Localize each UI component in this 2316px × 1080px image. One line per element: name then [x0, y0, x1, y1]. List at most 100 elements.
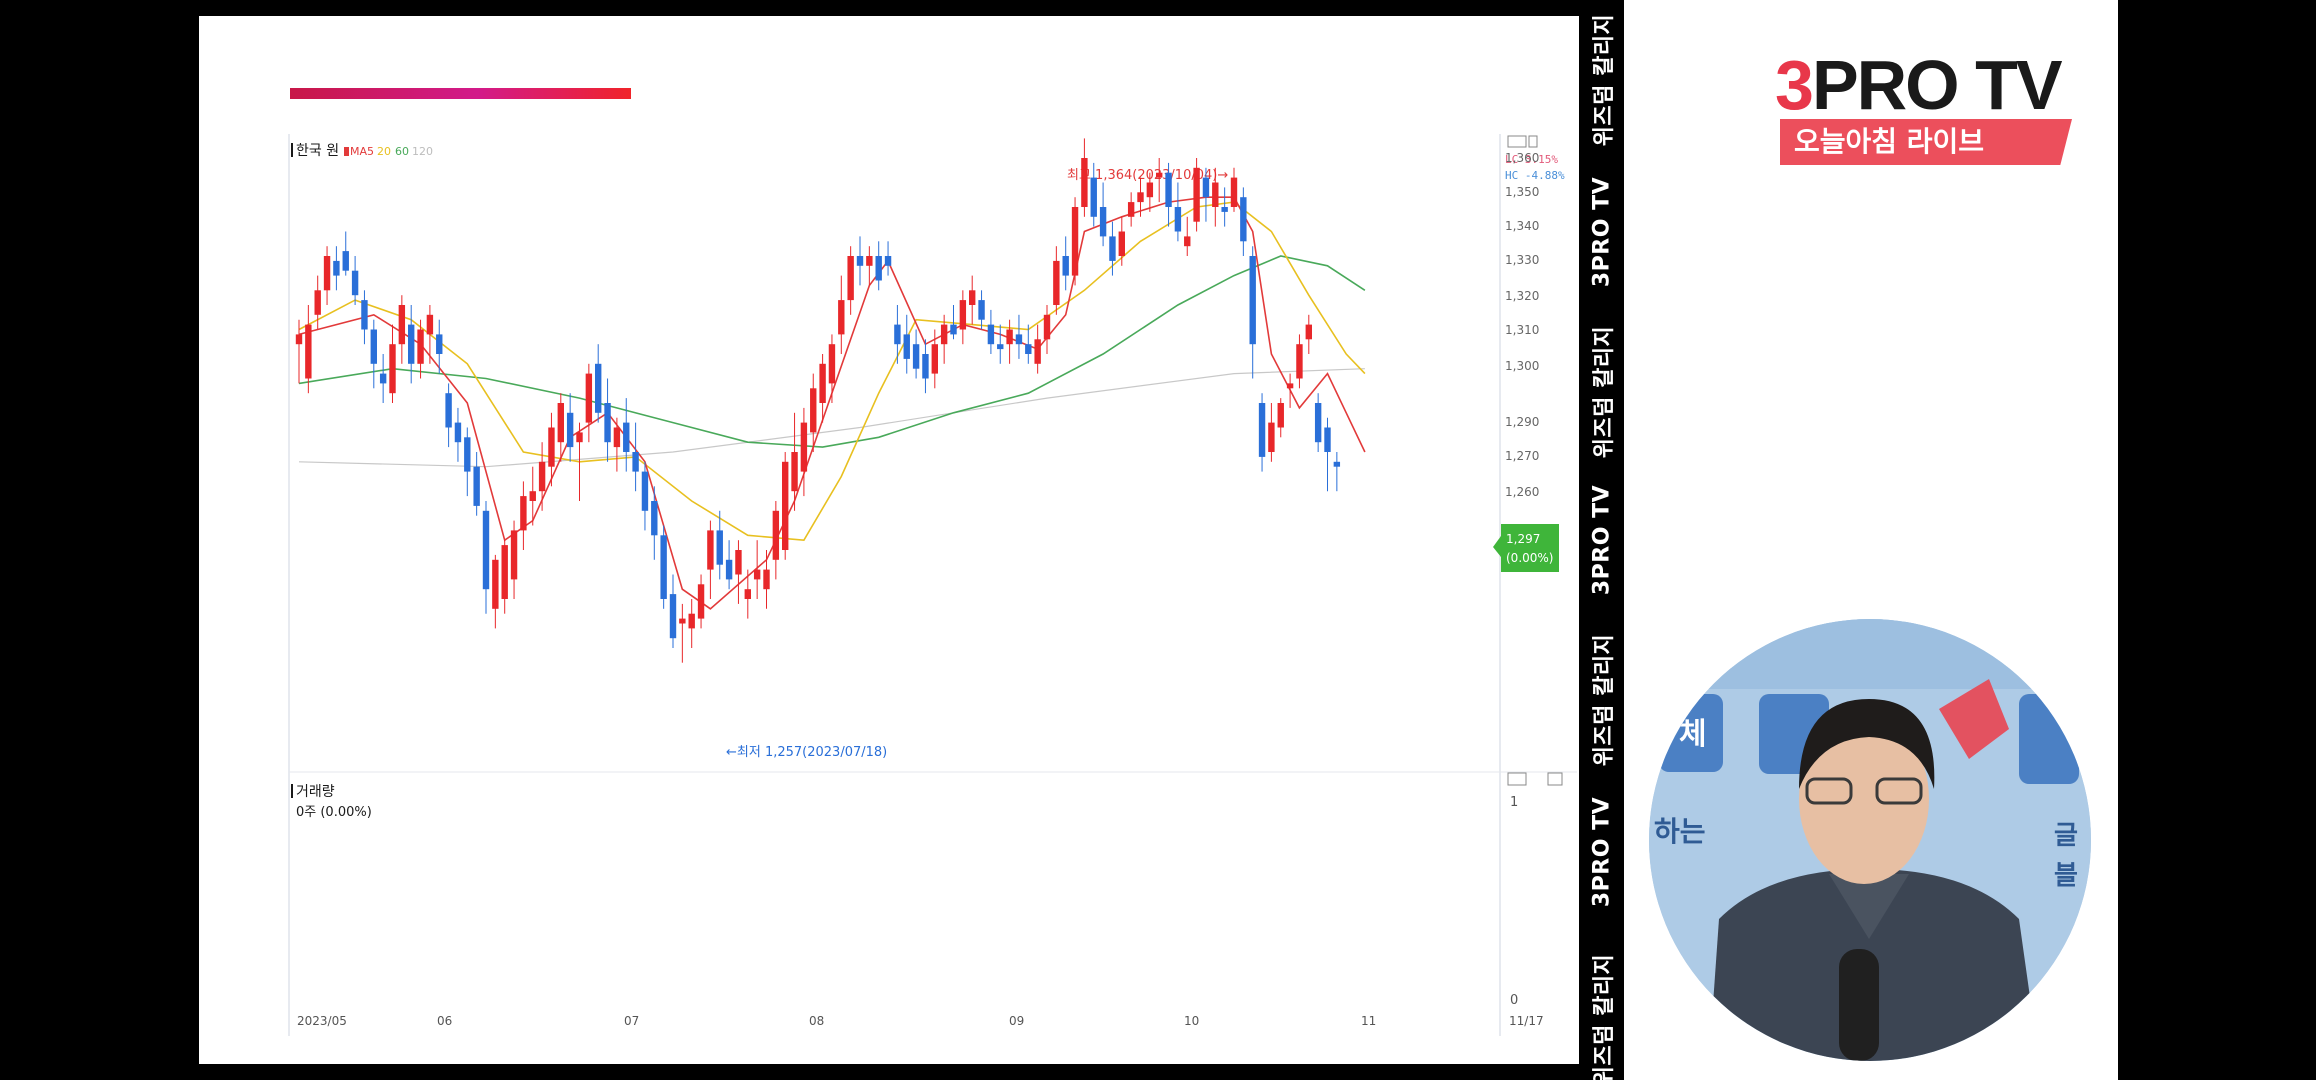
side-strip-label: 3PRO TV	[1589, 176, 1615, 288]
candle	[679, 603, 686, 663]
ma-5-label: 5	[367, 145, 374, 158]
backdrop-text-3: 글	[2054, 821, 2078, 851]
candle	[1062, 236, 1069, 291]
logo-three: 3	[1775, 46, 1814, 124]
candle-body	[903, 334, 910, 359]
chart-expand-icon[interactable]	[1528, 135, 1538, 148]
candle-body	[632, 452, 639, 472]
y-tick-label: 1,320	[1505, 289, 1539, 303]
candle	[1165, 162, 1172, 227]
host-collar	[1829, 874, 1909, 939]
candle-body	[866, 256, 873, 266]
candle	[295, 319, 303, 384]
candle	[660, 525, 667, 609]
x-tick-label: 11/17	[1509, 1014, 1544, 1028]
candle-body	[604, 403, 611, 443]
candle-body	[1053, 260, 1060, 305]
candle	[1314, 393, 1322, 452]
candle-body	[828, 344, 836, 384]
candle-body	[912, 344, 920, 369]
side-strip-label: 위즈덤 칼리지	[1592, 953, 1617, 1080]
high-annotation: 최고 1,364(2023/10/04)→	[1067, 168, 1228, 183]
candle-body	[716, 530, 723, 565]
candle-body	[445, 393, 452, 428]
candle	[342, 231, 349, 276]
candle	[940, 314, 948, 364]
accent-bar	[290, 88, 631, 99]
candle-body	[1034, 339, 1041, 364]
candle	[1268, 403, 1275, 462]
candle-body	[510, 530, 518, 580]
candle-body	[1127, 202, 1135, 217]
candle-body	[847, 256, 854, 301]
candle	[333, 246, 340, 291]
candle	[520, 481, 527, 550]
logo-text: PRO TV	[1811, 46, 2063, 124]
ma-label: MA	[350, 145, 367, 158]
candle	[538, 442, 546, 511]
candle	[819, 354, 826, 423]
candle	[866, 246, 873, 286]
candle	[1109, 221, 1116, 276]
chart-settings-icon[interactable]	[1507, 135, 1527, 148]
candle	[323, 246, 331, 305]
candle-body	[1006, 329, 1013, 345]
candle	[1015, 314, 1023, 359]
lc-label: LC 3.15%	[1505, 153, 1558, 166]
candle-body	[548, 427, 555, 467]
candle	[912, 329, 920, 379]
candle-body	[520, 496, 527, 531]
candle-body	[1071, 207, 1079, 276]
candle-body	[1324, 427, 1331, 452]
volume-value: 0주 (0.00%)	[296, 805, 372, 820]
candle-body	[1277, 403, 1284, 428]
candle	[417, 319, 424, 379]
candle	[959, 290, 967, 345]
candle-body	[1305, 324, 1312, 340]
y-tick-label: 1,360	[1505, 151, 1539, 165]
candle	[735, 540, 742, 604]
current-price: 1,297	[1506, 532, 1540, 546]
candle-body	[884, 256, 892, 266]
candle-body	[856, 256, 864, 266]
current-price-tag	[1501, 524, 1559, 572]
backdrop-text-4: 블	[2054, 861, 2078, 891]
candle-body	[333, 260, 340, 276]
candle	[753, 540, 761, 599]
candle	[1146, 172, 1154, 212]
y-tick-label: 1,330	[1505, 253, 1539, 267]
volume-close-icon[interactable]	[1547, 772, 1563, 786]
candle	[782, 452, 789, 560]
candle-body	[398, 305, 406, 345]
candle	[1212, 167, 1219, 227]
volume-settings-icon[interactable]	[1507, 772, 1527, 786]
candle	[585, 363, 593, 443]
candle	[1043, 305, 1051, 354]
price-chart: 한국 원 MA 5 20 60 120 LC 3.15% HC -4.88% 1…	[288, 134, 1577, 1036]
candle	[1053, 246, 1060, 315]
ma-5-line	[298, 196, 1366, 610]
candle	[875, 241, 882, 291]
candle-body	[1015, 334, 1023, 345]
candle-body	[314, 290, 321, 315]
candle-body	[810, 388, 817, 433]
backdrop-text-2: 하는	[1654, 815, 1706, 848]
candle	[997, 324, 1004, 364]
candle-body	[978, 300, 985, 320]
candle-body	[1193, 167, 1200, 222]
candle	[604, 378, 611, 462]
candle	[707, 520, 714, 599]
candle	[641, 461, 649, 531]
candle-body	[417, 329, 424, 364]
x-tick-label: 09	[1009, 1014, 1024, 1028]
candle	[1081, 138, 1088, 217]
candle	[548, 412, 555, 487]
candle	[482, 501, 490, 614]
candle	[1071, 197, 1079, 286]
candle	[772, 501, 780, 580]
candle-body	[613, 427, 621, 448]
candle-body	[1025, 344, 1032, 354]
candle	[408, 305, 415, 384]
ma-20-label: 20	[377, 145, 391, 158]
candle-body	[744, 589, 751, 599]
